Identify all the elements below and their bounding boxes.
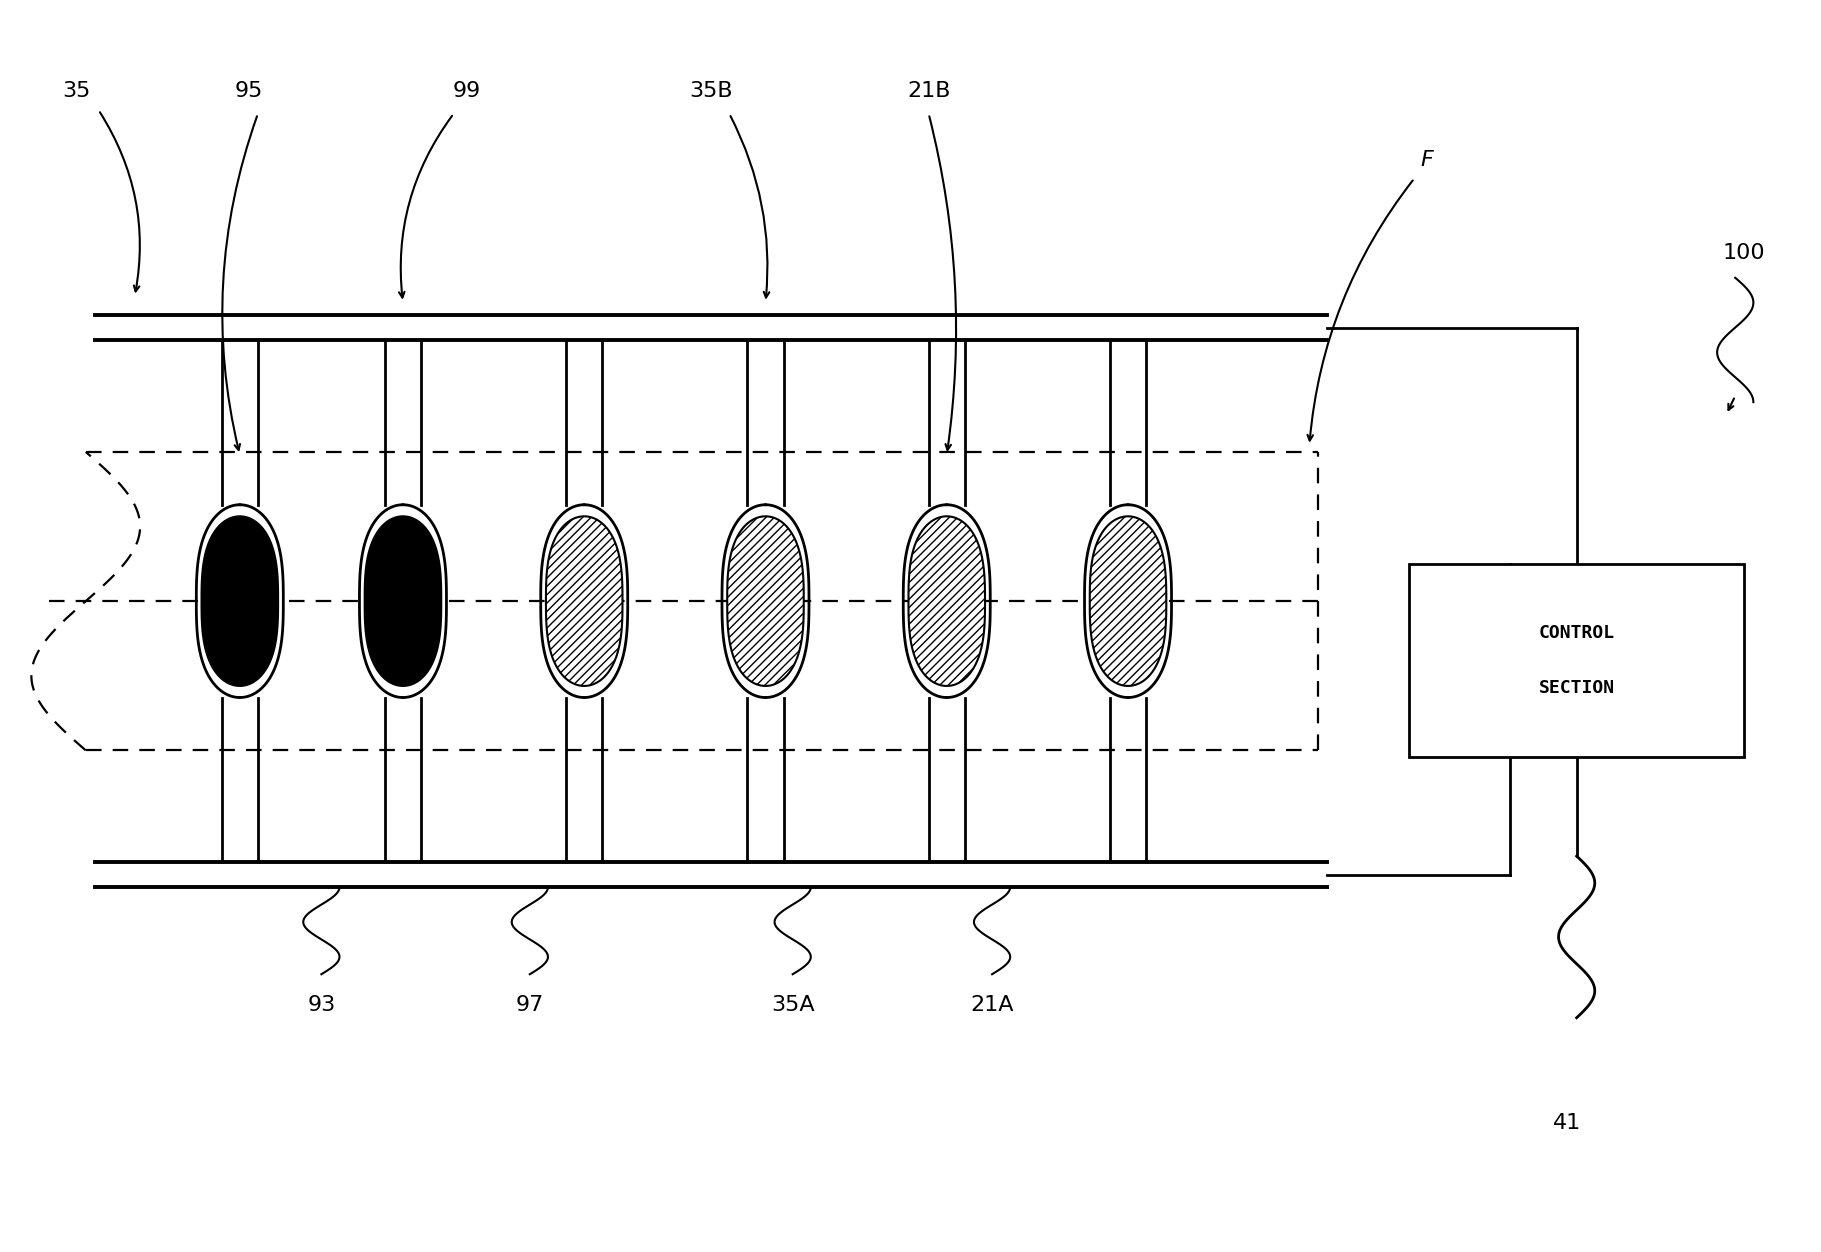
Text: CONTROL: CONTROL: [1539, 623, 1615, 642]
Text: 35B: 35B: [690, 81, 732, 101]
Text: SECTION: SECTION: [1539, 679, 1615, 696]
Text: 41: 41: [1553, 1113, 1581, 1133]
Text: 21A: 21A: [971, 995, 1014, 1015]
Polygon shape: [1089, 516, 1165, 686]
Polygon shape: [909, 516, 985, 686]
Polygon shape: [364, 516, 441, 686]
Polygon shape: [202, 516, 279, 686]
Text: 95: 95: [235, 81, 262, 101]
Polygon shape: [546, 516, 623, 686]
Text: 97: 97: [515, 995, 544, 1015]
Text: 93: 93: [308, 995, 335, 1015]
Bar: [1409, 563, 1745, 756]
Text: 35A: 35A: [770, 995, 814, 1015]
Text: F: F: [1420, 150, 1433, 169]
Text: 35: 35: [62, 81, 91, 101]
Text: 100: 100: [1723, 243, 1766, 263]
Polygon shape: [727, 516, 803, 686]
Text: 99: 99: [452, 81, 481, 101]
Text: 21B: 21B: [907, 81, 951, 101]
